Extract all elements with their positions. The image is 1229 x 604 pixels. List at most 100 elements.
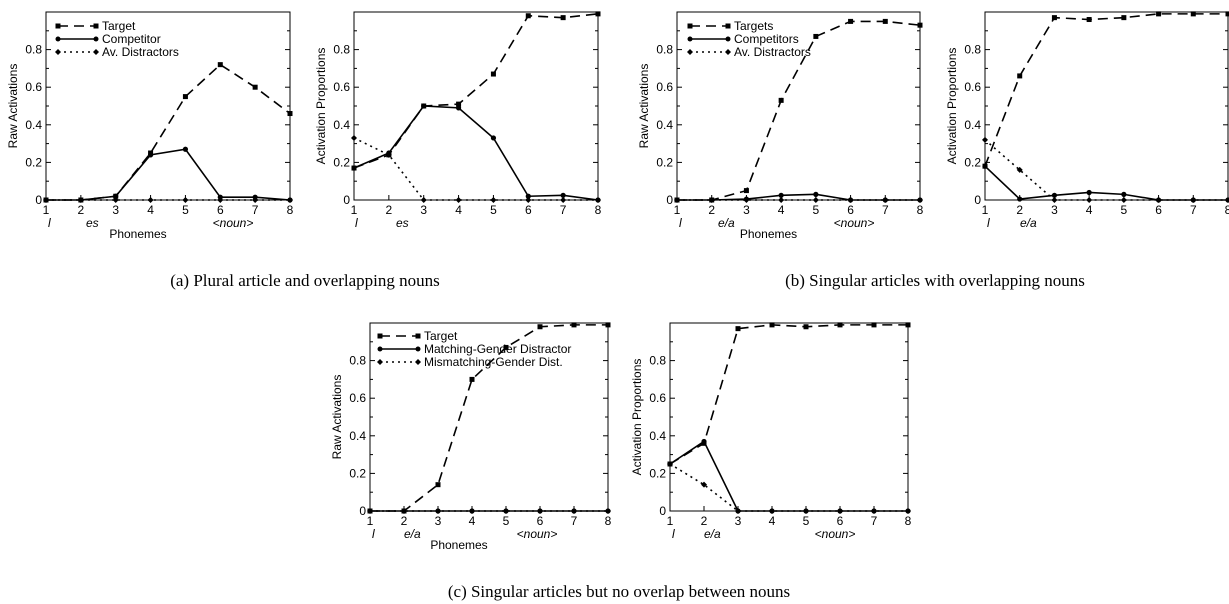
y-axis-label: Raw Activations (6, 64, 20, 149)
data-point-square (469, 376, 475, 382)
legend-marker (687, 23, 693, 29)
data-point-square (848, 18, 854, 24)
x-axis-label: Phonemes (430, 538, 487, 552)
data-point-square (778, 97, 784, 103)
data-point-square (490, 71, 496, 77)
data-point-circle (435, 508, 441, 514)
y-tick-label: 0.2 (25, 155, 42, 169)
data-point-circle (803, 508, 809, 514)
data-point-circle (1017, 196, 1023, 202)
y-axis-label: Activation Proportions (314, 48, 328, 165)
data-point-square (735, 326, 741, 332)
caption-a: (a) Plural article and overlapping nouns (170, 271, 440, 290)
phoneme-label: l (372, 527, 375, 541)
data-point-diamond (1016, 166, 1023, 173)
x-tick-label: 2 (708, 203, 715, 217)
x-tick-label: 6 (537, 514, 544, 528)
data-point-diamond (1120, 197, 1127, 203)
legend-label: Target (424, 329, 458, 343)
series-line-dashed (669, 324, 908, 465)
x-tick-label: 4 (455, 203, 462, 217)
x-tick-label: 5 (803, 514, 810, 528)
data-point-square (674, 197, 680, 203)
data-point-circle (769, 508, 775, 514)
chart-b-left: 0 0.2 0.4 0.6 0.8 1 2 3 4 5 6 7 8 l e/a <noun> Raw Activ… (637, 11, 924, 241)
phoneme-label: es (396, 216, 409, 230)
phoneme-label: <noun> (815, 527, 856, 541)
data-point-diamond (147, 197, 154, 203)
y-tick-label: 0.8 (656, 43, 673, 57)
y-tick-label: 0 (35, 193, 42, 207)
data-point-square (982, 163, 988, 169)
series-line-dotted (353, 137, 598, 201)
y-tick-label: 0.6 (25, 80, 42, 94)
legend-label: Target (102, 19, 136, 33)
data-point-square (571, 322, 577, 328)
series-line-dotted (669, 463, 908, 512)
y-tick-label: 0.6 (656, 80, 673, 94)
data-point-square (182, 94, 188, 100)
data-point-square (351, 165, 357, 171)
data-point-circle (847, 197, 854, 203)
series-line-dashed (46, 63, 291, 201)
chart-a-left: 0 0.2 0.4 0.6 0.8 1 2 3 4 5 6 7 8 l es <noun> Raw Activa… (6, 11, 294, 241)
data-point-circle (571, 508, 577, 514)
data-point-circle (882, 197, 888, 203)
legend-marker (725, 23, 731, 29)
phoneme-label: l (355, 216, 358, 230)
data-point-circle (287, 197, 293, 203)
data-point-square (217, 62, 223, 68)
x-tick-label: 3 (435, 514, 442, 528)
y-tick-label: 0.6 (649, 391, 666, 405)
y-tick-label: 0.6 (333, 80, 350, 94)
data-point-diamond (982, 136, 988, 143)
data-point-diamond (812, 197, 819, 203)
data-point-diamond (490, 197, 497, 203)
data-point-diamond (420, 197, 427, 203)
x-tick-label: 6 (837, 514, 844, 528)
legend-marker (687, 49, 693, 55)
y-tick-label: 0.2 (656, 155, 673, 169)
series-line-solid (353, 105, 599, 201)
x-tick-label: 7 (882, 203, 889, 217)
data-point-diamond (701, 481, 707, 488)
y-tick-label: 0.8 (649, 354, 666, 368)
data-point-diamond (182, 197, 189, 203)
plot-frame (45, 11, 291, 201)
data-point-square (1156, 11, 1162, 17)
data-point-square (769, 322, 775, 328)
legend-marker (725, 36, 731, 42)
data-point-square (1225, 11, 1229, 17)
x-tick-label: 8 (905, 514, 912, 528)
data-point-square (503, 344, 509, 350)
data-point-square (595, 11, 601, 17)
caption-c: (c) Singular articles but no overlap bet… (448, 582, 790, 601)
x-tick-label: 5 (490, 203, 497, 217)
legend-marker (415, 346, 421, 352)
data-point-square (287, 111, 293, 117)
legend-marker (93, 36, 99, 42)
data-point-circle (1225, 197, 1229, 203)
legend-label: Matching-Gender Distractor (424, 342, 571, 356)
legend-marker (377, 359, 383, 365)
y-axis-label: Activation Proportions (630, 359, 644, 476)
phoneme-label: e/a (404, 527, 421, 541)
data-point-square (743, 188, 749, 194)
plot-frame (353, 11, 599, 201)
data-point-square (537, 324, 543, 330)
x-tick-label: 4 (469, 514, 476, 528)
x-tick-label: 2 (1016, 203, 1023, 217)
x-tick-label: 1 (667, 514, 674, 528)
legend-label: Competitors (734, 32, 799, 46)
legend-marker (687, 36, 693, 42)
y-tick-label: 0.4 (964, 118, 981, 132)
x-tick-label: 8 (287, 203, 294, 217)
series-line-solid (677, 193, 920, 201)
y-tick-label: 0.4 (349, 429, 366, 443)
series-line-dashed (677, 20, 921, 201)
data-point-square (837, 322, 843, 328)
data-point-square (605, 322, 611, 328)
y-tick-label: 0.4 (649, 429, 666, 443)
data-point-square (456, 101, 462, 107)
x-tick-label: 8 (595, 203, 602, 217)
